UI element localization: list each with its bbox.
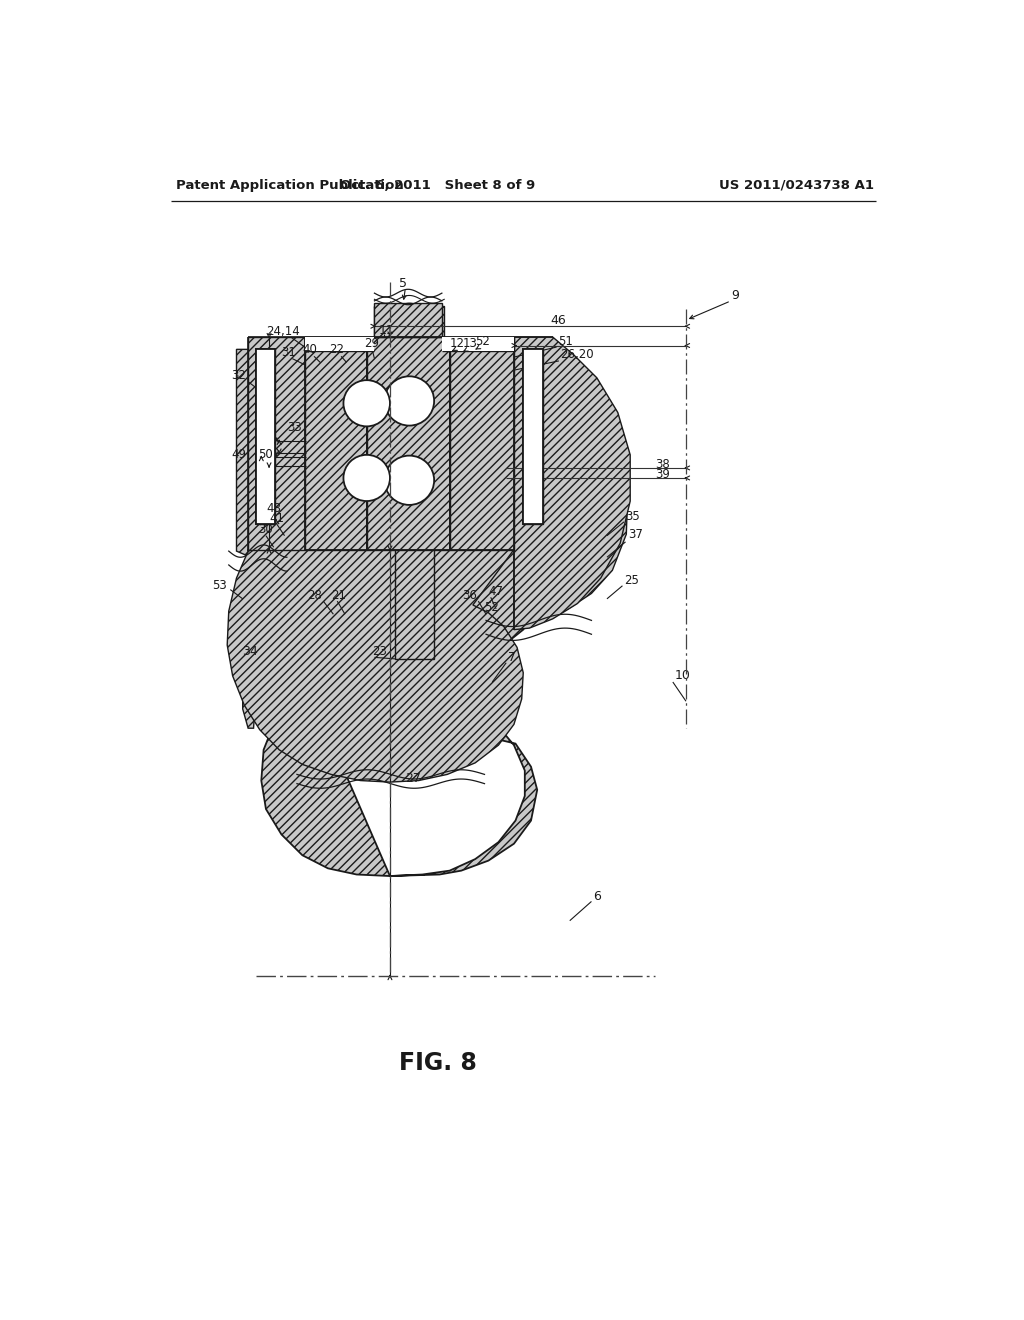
Polygon shape [248,549,538,876]
Text: 6: 6 [593,890,601,903]
Polygon shape [305,350,367,549]
Polygon shape [452,350,515,549]
Text: 41: 41 [270,512,285,525]
Circle shape [385,376,434,425]
Text: 53: 53 [212,579,227,593]
Polygon shape [375,304,442,337]
Text: 31: 31 [281,346,296,359]
Text: 52: 52 [484,601,500,614]
Text: 22: 22 [330,343,344,356]
Text: 12: 12 [450,337,465,350]
Polygon shape [514,337,630,630]
Text: 38: 38 [655,458,670,471]
Text: 11: 11 [378,325,394,338]
Polygon shape [375,306,444,350]
Text: Oct. 6, 2011   Sheet 8 of 9: Oct. 6, 2011 Sheet 8 of 9 [340,178,536,191]
Text: 26,20: 26,20 [560,348,594,362]
Polygon shape [367,350,452,549]
Polygon shape [523,350,543,524]
Text: 49: 49 [231,447,247,461]
Polygon shape [390,549,439,659]
Text: 37: 37 [628,528,643,541]
Text: 23: 23 [372,644,387,657]
Text: 34: 34 [243,644,258,657]
Polygon shape [523,350,543,524]
Text: 5: 5 [399,277,408,289]
Text: 13: 13 [463,337,477,350]
Polygon shape [256,444,275,478]
Polygon shape [237,350,321,729]
Text: 35: 35 [626,510,640,523]
Text: 46: 46 [550,314,566,326]
Polygon shape [128,158,922,1175]
Polygon shape [305,337,367,549]
Polygon shape [395,549,434,659]
Polygon shape [248,337,305,549]
Text: 50: 50 [258,447,273,461]
Polygon shape [367,337,451,549]
Polygon shape [256,350,275,524]
Text: 21: 21 [331,589,346,602]
Text: 36: 36 [462,589,477,602]
Polygon shape [515,350,628,624]
Circle shape [343,455,390,502]
Text: 33: 33 [287,421,302,434]
Text: 9: 9 [731,289,739,302]
Text: 25: 25 [624,574,639,587]
Polygon shape [442,337,514,351]
Text: FIG. 8: FIG. 8 [399,1051,477,1076]
Text: 10: 10 [675,669,690,682]
Polygon shape [256,350,275,524]
Text: 7: 7 [508,651,516,664]
Text: 52: 52 [475,335,490,348]
Text: 27: 27 [406,772,421,785]
Polygon shape [305,337,375,351]
Text: Patent Application Publication: Patent Application Publication [176,178,403,191]
Text: 39: 39 [655,469,670,482]
Circle shape [385,455,434,506]
Polygon shape [227,549,523,781]
Text: 40: 40 [302,343,317,356]
Text: 48: 48 [266,502,281,515]
Text: 24,14: 24,14 [266,325,300,338]
Text: 28: 28 [307,589,322,602]
Text: 51: 51 [558,335,573,348]
Polygon shape [523,444,543,478]
Text: 30: 30 [258,523,273,536]
Text: 32: 32 [231,370,246,381]
Text: 47: 47 [488,585,504,598]
Text: 29: 29 [365,337,379,350]
Polygon shape [451,337,514,549]
Circle shape [343,380,390,426]
Text: US 2011/0243738 A1: US 2011/0243738 A1 [719,178,873,191]
